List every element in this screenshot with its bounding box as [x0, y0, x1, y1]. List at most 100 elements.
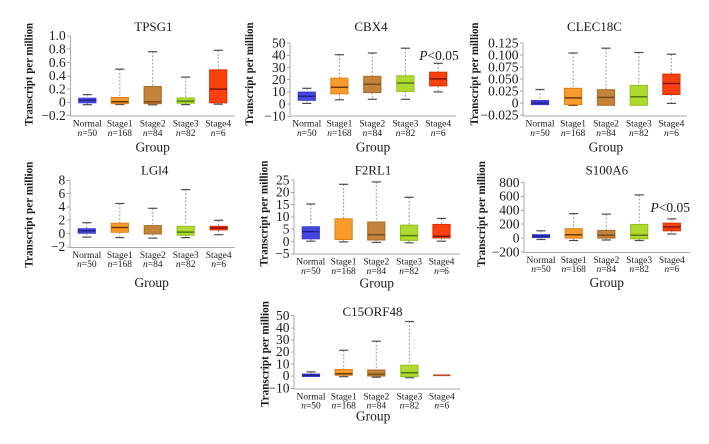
svg-text:8: 8: [59, 173, 66, 188]
svg-text:0.125: 0.125: [488, 35, 519, 50]
svg-text:Stage1: Stage1: [326, 120, 352, 130]
svg-text:n=84: n=84: [596, 129, 616, 139]
svg-text:0.075: 0.075: [488, 59, 519, 74]
svg-text:Stage1: Stage1: [331, 392, 357, 402]
svg-text:Stage3: Stage3: [392, 120, 418, 130]
svg-text:Group: Group: [590, 275, 625, 290]
svg-text:n=168: n=168: [562, 265, 587, 275]
svg-text:−5: −5: [275, 246, 290, 261]
svg-text:F2RL1: F2RL1: [355, 163, 392, 178]
svg-text:n=168: n=168: [108, 260, 133, 270]
svg-text:CLEC18C: CLEC18C: [567, 19, 622, 34]
svg-text:Transcript per million: Transcript per million: [257, 160, 271, 266]
svg-text:Normal: Normal: [525, 120, 554, 130]
svg-text:0: 0: [512, 95, 519, 110]
svg-text:Stage1: Stage1: [107, 251, 133, 261]
svg-text:n=6: n=6: [211, 260, 226, 270]
svg-text:Stage2: Stage2: [140, 251, 166, 261]
svg-text:n=84: n=84: [596, 265, 616, 275]
svg-text:600: 600: [499, 189, 520, 204]
svg-text:n=84: n=84: [366, 267, 386, 277]
svg-text:0: 0: [59, 226, 66, 241]
svg-text:0.100: 0.100: [488, 47, 519, 62]
svg-text:n=82: n=82: [400, 402, 420, 412]
svg-text:0.025: 0.025: [488, 83, 519, 98]
svg-text:Normal: Normal: [526, 256, 555, 266]
svg-text:n=168: n=168: [108, 129, 133, 139]
svg-text:40: 40: [272, 48, 286, 63]
svg-text:5: 5: [283, 222, 290, 237]
svg-text:200: 200: [499, 217, 520, 232]
svg-text:−0.025: −0.025: [481, 107, 519, 122]
svg-text:0: 0: [283, 368, 290, 383]
svg-text:800: 800: [499, 175, 520, 190]
svg-text:Stage3: Stage3: [626, 256, 652, 266]
svg-text:Stage3: Stage3: [173, 120, 199, 130]
svg-text:Stage1: Stage1: [331, 258, 357, 268]
svg-text:10: 10: [276, 209, 290, 224]
svg-text:20: 20: [276, 344, 290, 359]
svg-text:Stage4: Stage4: [659, 256, 685, 266]
svg-text:Stage2: Stage2: [593, 120, 619, 130]
svg-text:n=168: n=168: [332, 402, 357, 412]
svg-text:Group: Group: [134, 275, 169, 290]
svg-text:S100A6: S100A6: [585, 163, 628, 178]
svg-text:n=50: n=50: [531, 265, 551, 275]
svg-text:Stage2: Stage2: [593, 256, 619, 266]
svg-text:Stage3: Stage3: [626, 120, 652, 130]
svg-text:Normal: Normal: [296, 258, 325, 268]
svg-text:n=50: n=50: [77, 260, 97, 270]
svg-text:Stage4: Stage4: [205, 120, 231, 130]
svg-text:n=6: n=6: [664, 265, 679, 275]
svg-text:n=6: n=6: [434, 267, 449, 277]
svg-text:30: 30: [276, 332, 290, 347]
svg-text:n=50: n=50: [301, 267, 321, 277]
svg-text:0: 0: [513, 230, 520, 245]
svg-text:30: 30: [272, 60, 286, 75]
svg-text:n=168: n=168: [327, 129, 352, 139]
svg-text:n=50: n=50: [530, 129, 550, 139]
svg-text:Normal: Normal: [72, 251, 101, 261]
svg-text:Stage2: Stage2: [363, 258, 389, 268]
svg-text:Group: Group: [356, 139, 391, 154]
svg-text:Stage4: Stage4: [206, 251, 232, 261]
svg-text:−10: −10: [264, 109, 285, 124]
svg-text:50: 50: [272, 35, 286, 50]
svg-text:0.8: 0.8: [49, 42, 66, 57]
svg-text:Stage1: Stage1: [107, 120, 133, 130]
svg-text:2: 2: [59, 213, 66, 228]
svg-text:n=6: n=6: [211, 129, 226, 139]
svg-text:4: 4: [59, 199, 66, 214]
svg-text:Stage2: Stage2: [359, 120, 385, 130]
svg-text:Transcript per million: Transcript per million: [242, 22, 256, 125]
svg-text:Stage3: Stage3: [396, 258, 422, 268]
svg-text:Group: Group: [135, 139, 170, 154]
svg-text:n=168: n=168: [331, 267, 356, 277]
svg-text:n=84: n=84: [143, 129, 163, 139]
svg-text:n=50: n=50: [301, 402, 321, 412]
svg-text:n=82: n=82: [396, 129, 416, 139]
svg-text:20: 20: [276, 185, 290, 200]
svg-text:0.2: 0.2: [49, 81, 66, 96]
svg-text:n=168: n=168: [561, 129, 586, 139]
svg-text:20: 20: [272, 72, 286, 87]
svg-text:Stage1: Stage1: [560, 120, 586, 130]
svg-text:0: 0: [283, 234, 290, 249]
svg-text:Transcript per million: Transcript per million: [21, 23, 35, 126]
svg-text:n=82: n=82: [629, 129, 649, 139]
svg-text:40: 40: [276, 320, 290, 335]
svg-text:Group: Group: [589, 139, 624, 154]
svg-text:Stage4: Stage4: [425, 120, 451, 130]
svg-text:n=6: n=6: [434, 402, 449, 412]
svg-text:P<0.05: P<0.05: [650, 200, 691, 215]
svg-text:−10: −10: [268, 381, 289, 396]
svg-text:−0.2: −0.2: [41, 108, 66, 123]
svg-text:n=84: n=84: [366, 402, 386, 412]
svg-text:Stage3: Stage3: [173, 251, 199, 261]
svg-text:50: 50: [276, 308, 290, 323]
svg-text:Normal: Normal: [73, 120, 102, 130]
svg-text:C15ORF48: C15ORF48: [343, 304, 403, 319]
svg-text:Stage2: Stage2: [140, 120, 166, 130]
svg-text:Transcript per million: Transcript per million: [21, 161, 35, 267]
svg-text:Stage1: Stage1: [561, 256, 587, 266]
